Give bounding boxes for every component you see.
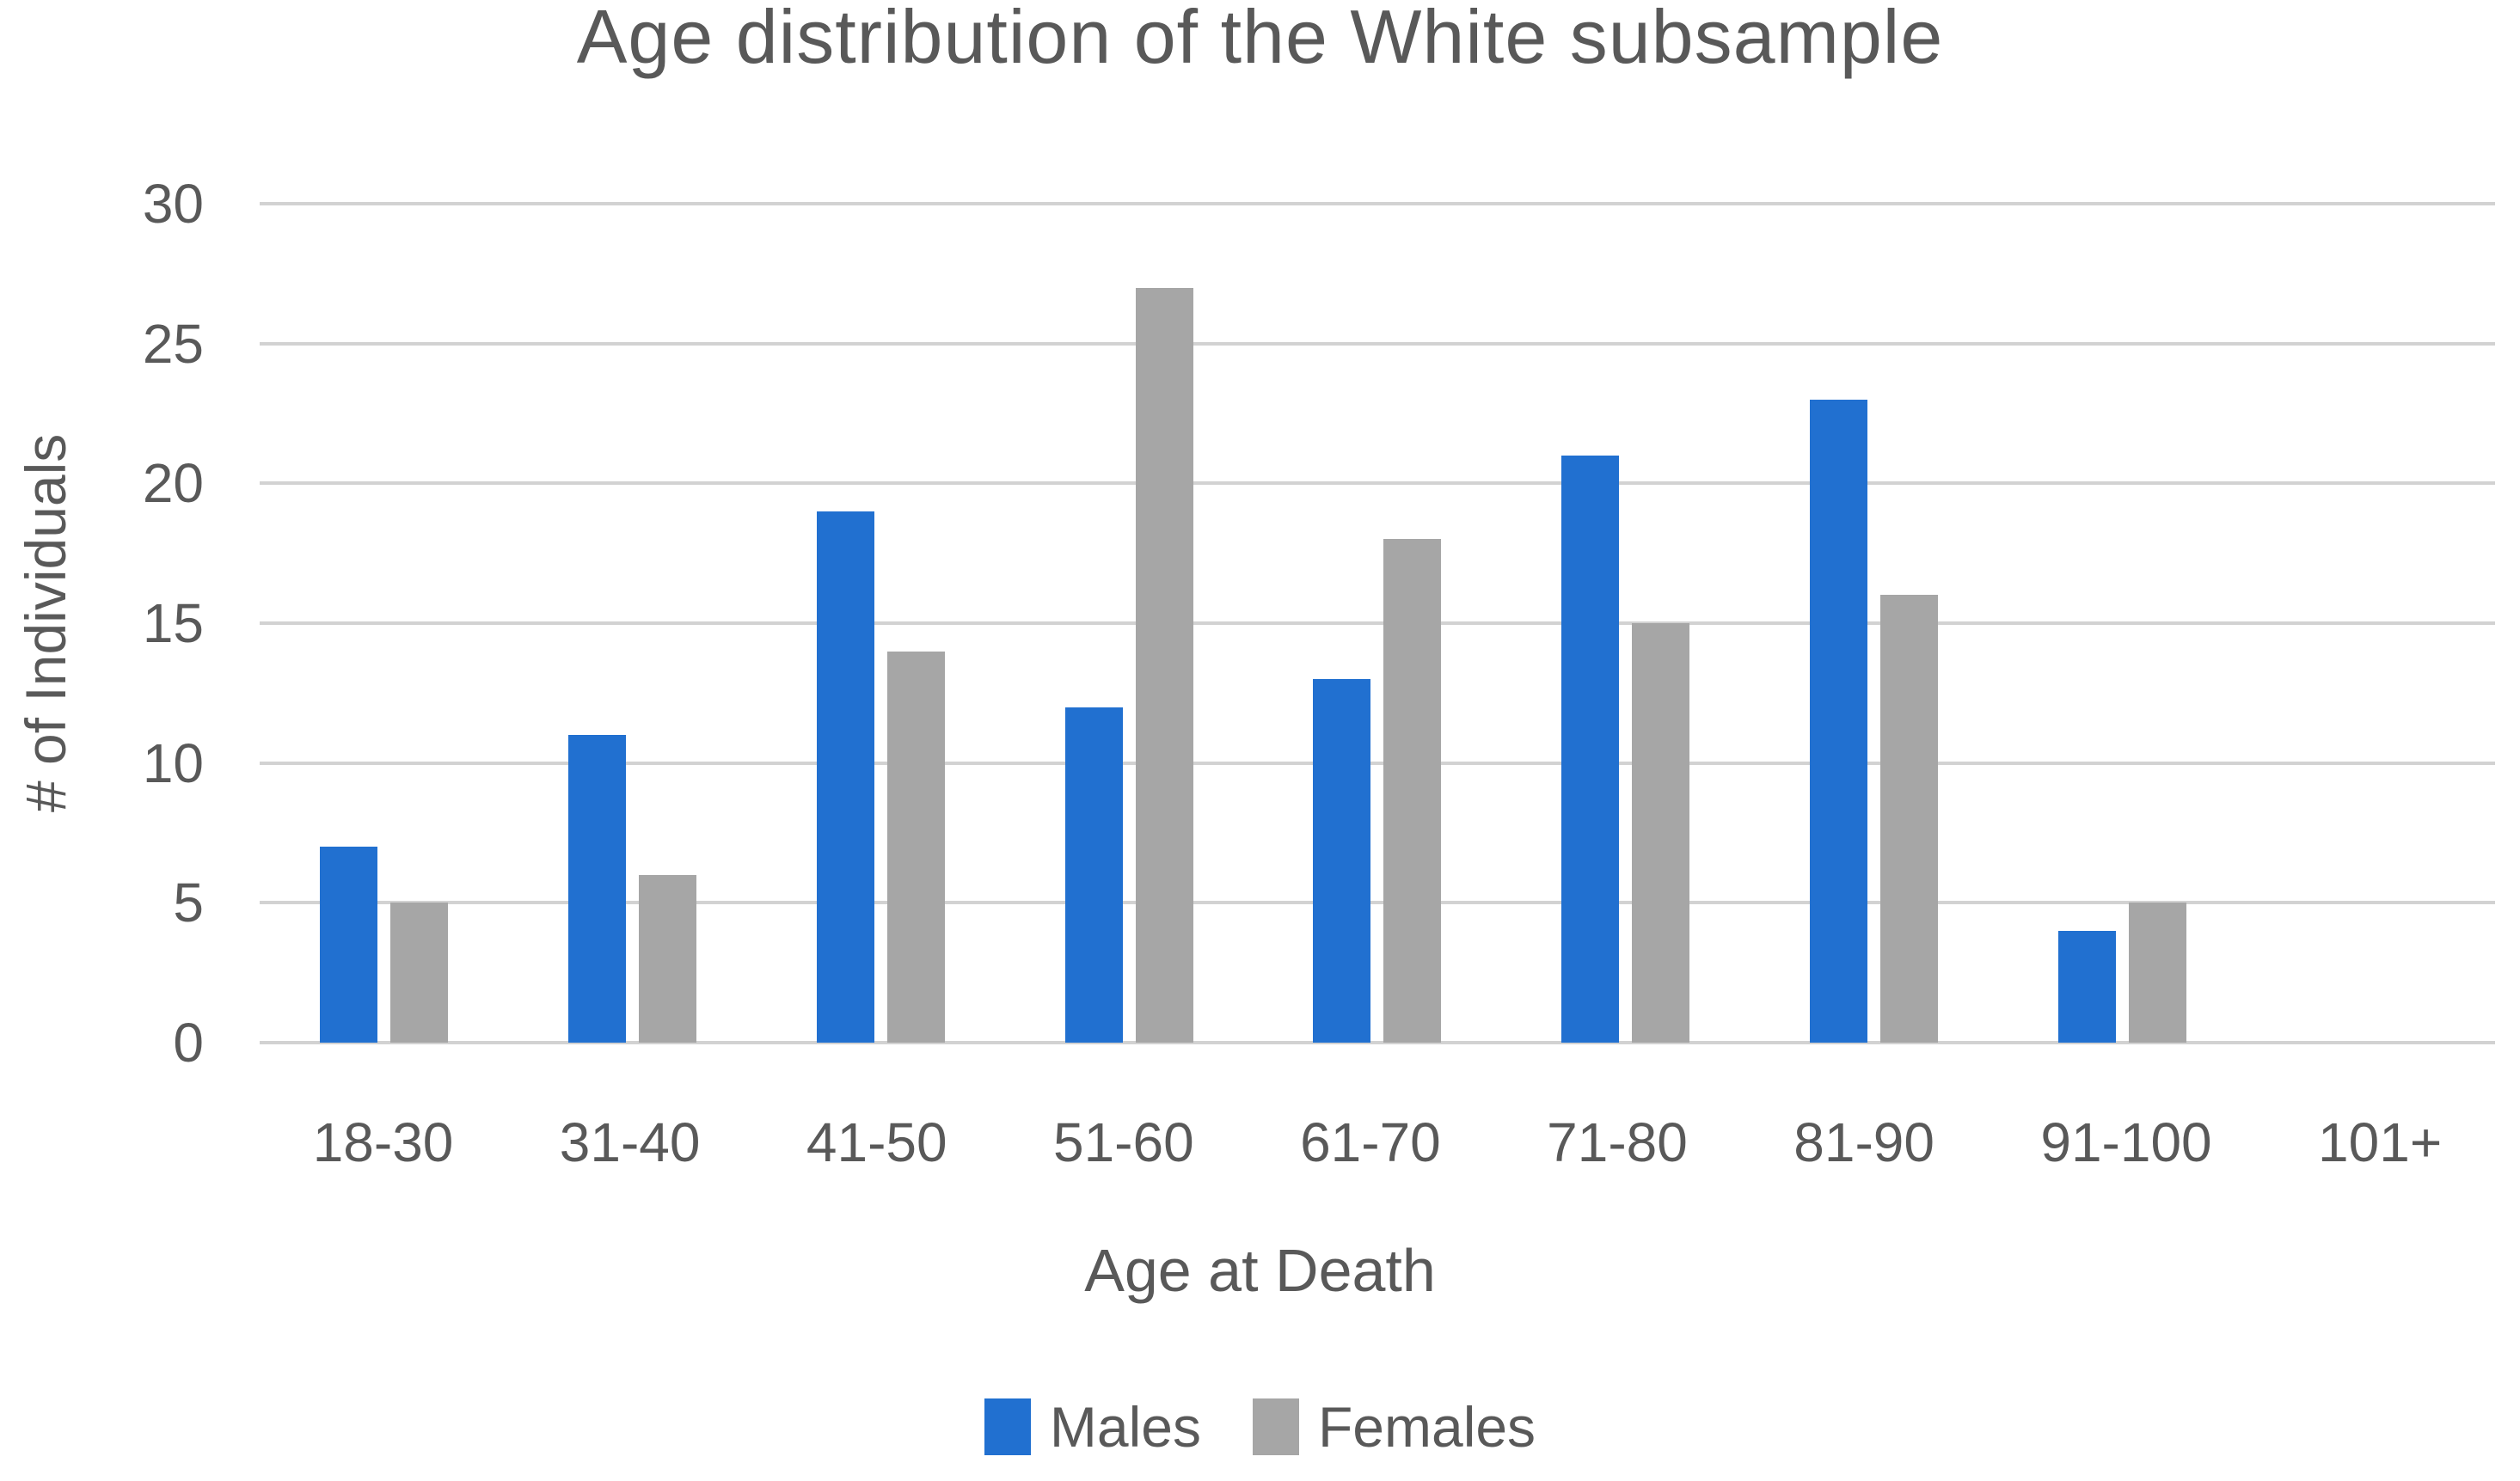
x-axis-title: Age at Death bbox=[1084, 1237, 1436, 1304]
bars-container bbox=[260, 204, 2495, 1043]
y-tick-label: 30 bbox=[142, 173, 204, 235]
bar-females-81-90 bbox=[1880, 595, 1939, 1043]
y-tick-label: 5 bbox=[173, 872, 204, 934]
bar-group-18-30 bbox=[319, 204, 448, 1043]
bar-females-31-40 bbox=[638, 874, 696, 1043]
bar-males-18-30 bbox=[319, 847, 377, 1043]
bar-males-41-50 bbox=[816, 511, 874, 1043]
legend-item-males: Males bbox=[984, 1394, 1201, 1460]
bar-males-61-70 bbox=[1313, 679, 1371, 1043]
bar-group-71-80 bbox=[1561, 204, 1690, 1043]
x-tick-label: 91-100 bbox=[2040, 1111, 2212, 1173]
bar-females-91-100 bbox=[2129, 903, 2187, 1043]
gridline bbox=[260, 202, 2495, 205]
bar-group-81-90 bbox=[1810, 204, 1939, 1043]
legend: Males Females bbox=[0, 1394, 2520, 1460]
x-axis-ticks: 18-30 31-40 41-50 51-60 61-70 71-80 81-90 91-10… bbox=[260, 1111, 2495, 1174]
y-tick-label: 10 bbox=[142, 731, 204, 794]
x-tick-label: 51-60 bbox=[1052, 1111, 1194, 1173]
gridline bbox=[260, 761, 2495, 765]
bar-group-51-60 bbox=[1064, 204, 1193, 1043]
bar-males-51-60 bbox=[1064, 707, 1123, 1043]
x-tick-label: 71-80 bbox=[1547, 1111, 1688, 1173]
gridline bbox=[260, 481, 2495, 486]
bar-group-101+ bbox=[2307, 204, 2435, 1043]
bar-males-71-80 bbox=[1561, 455, 1620, 1043]
bar-group-31-40 bbox=[567, 204, 696, 1043]
bar-females-71-80 bbox=[1632, 623, 1690, 1043]
males-swatch bbox=[984, 1398, 1031, 1455]
x-tick-label: 61-70 bbox=[1300, 1111, 1441, 1173]
x-tick-label: 81-90 bbox=[1793, 1111, 1934, 1173]
females-swatch bbox=[1252, 1398, 1299, 1455]
x-tick-label: 18-30 bbox=[312, 1111, 454, 1173]
bar-males-81-90 bbox=[1810, 399, 1868, 1043]
y-axis-ticks: 0 5 10 15 20 25 30 bbox=[0, 176, 204, 1070]
legend-label-males: Males bbox=[1049, 1395, 1201, 1459]
bar-females-51-60 bbox=[1135, 287, 1193, 1043]
bar-females-41-50 bbox=[886, 651, 945, 1043]
chart-title: Age distribution of the White subsample bbox=[576, 0, 1944, 79]
bar-females-61-70 bbox=[1383, 539, 1442, 1043]
gridline bbox=[260, 341, 2495, 346]
x-tick-label: 101+ bbox=[2318, 1111, 2443, 1173]
bar-males-91-100 bbox=[2058, 930, 2117, 1043]
x-tick-label: 41-50 bbox=[806, 1111, 947, 1173]
y-tick-label: 20 bbox=[142, 452, 204, 515]
legend-item-females: Females bbox=[1252, 1394, 1536, 1460]
bar-females-18-30 bbox=[389, 903, 448, 1043]
x-tick-label: 31-40 bbox=[559, 1111, 701, 1173]
bar-males-31-40 bbox=[567, 735, 626, 1043]
gridline bbox=[260, 621, 2495, 625]
x-axis-line bbox=[260, 1041, 2495, 1044]
y-tick-label: 0 bbox=[173, 1012, 204, 1074]
y-tick-label: 25 bbox=[142, 312, 204, 375]
y-tick-label: 15 bbox=[142, 592, 204, 654]
bar-group-61-70 bbox=[1313, 204, 1442, 1043]
gridline bbox=[260, 901, 2495, 905]
bar-group-91-100 bbox=[2058, 204, 2187, 1043]
legend-label-females: Females bbox=[1317, 1395, 1536, 1459]
plot-area bbox=[260, 202, 2495, 1044]
bar-group-41-50 bbox=[816, 204, 945, 1043]
